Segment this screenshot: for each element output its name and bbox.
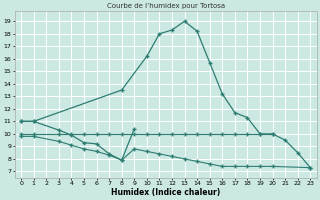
Title: Courbe de l’humidex pour Tortosa: Courbe de l’humidex pour Tortosa (107, 3, 225, 9)
X-axis label: Humidex (Indice chaleur): Humidex (Indice chaleur) (111, 188, 220, 197)
